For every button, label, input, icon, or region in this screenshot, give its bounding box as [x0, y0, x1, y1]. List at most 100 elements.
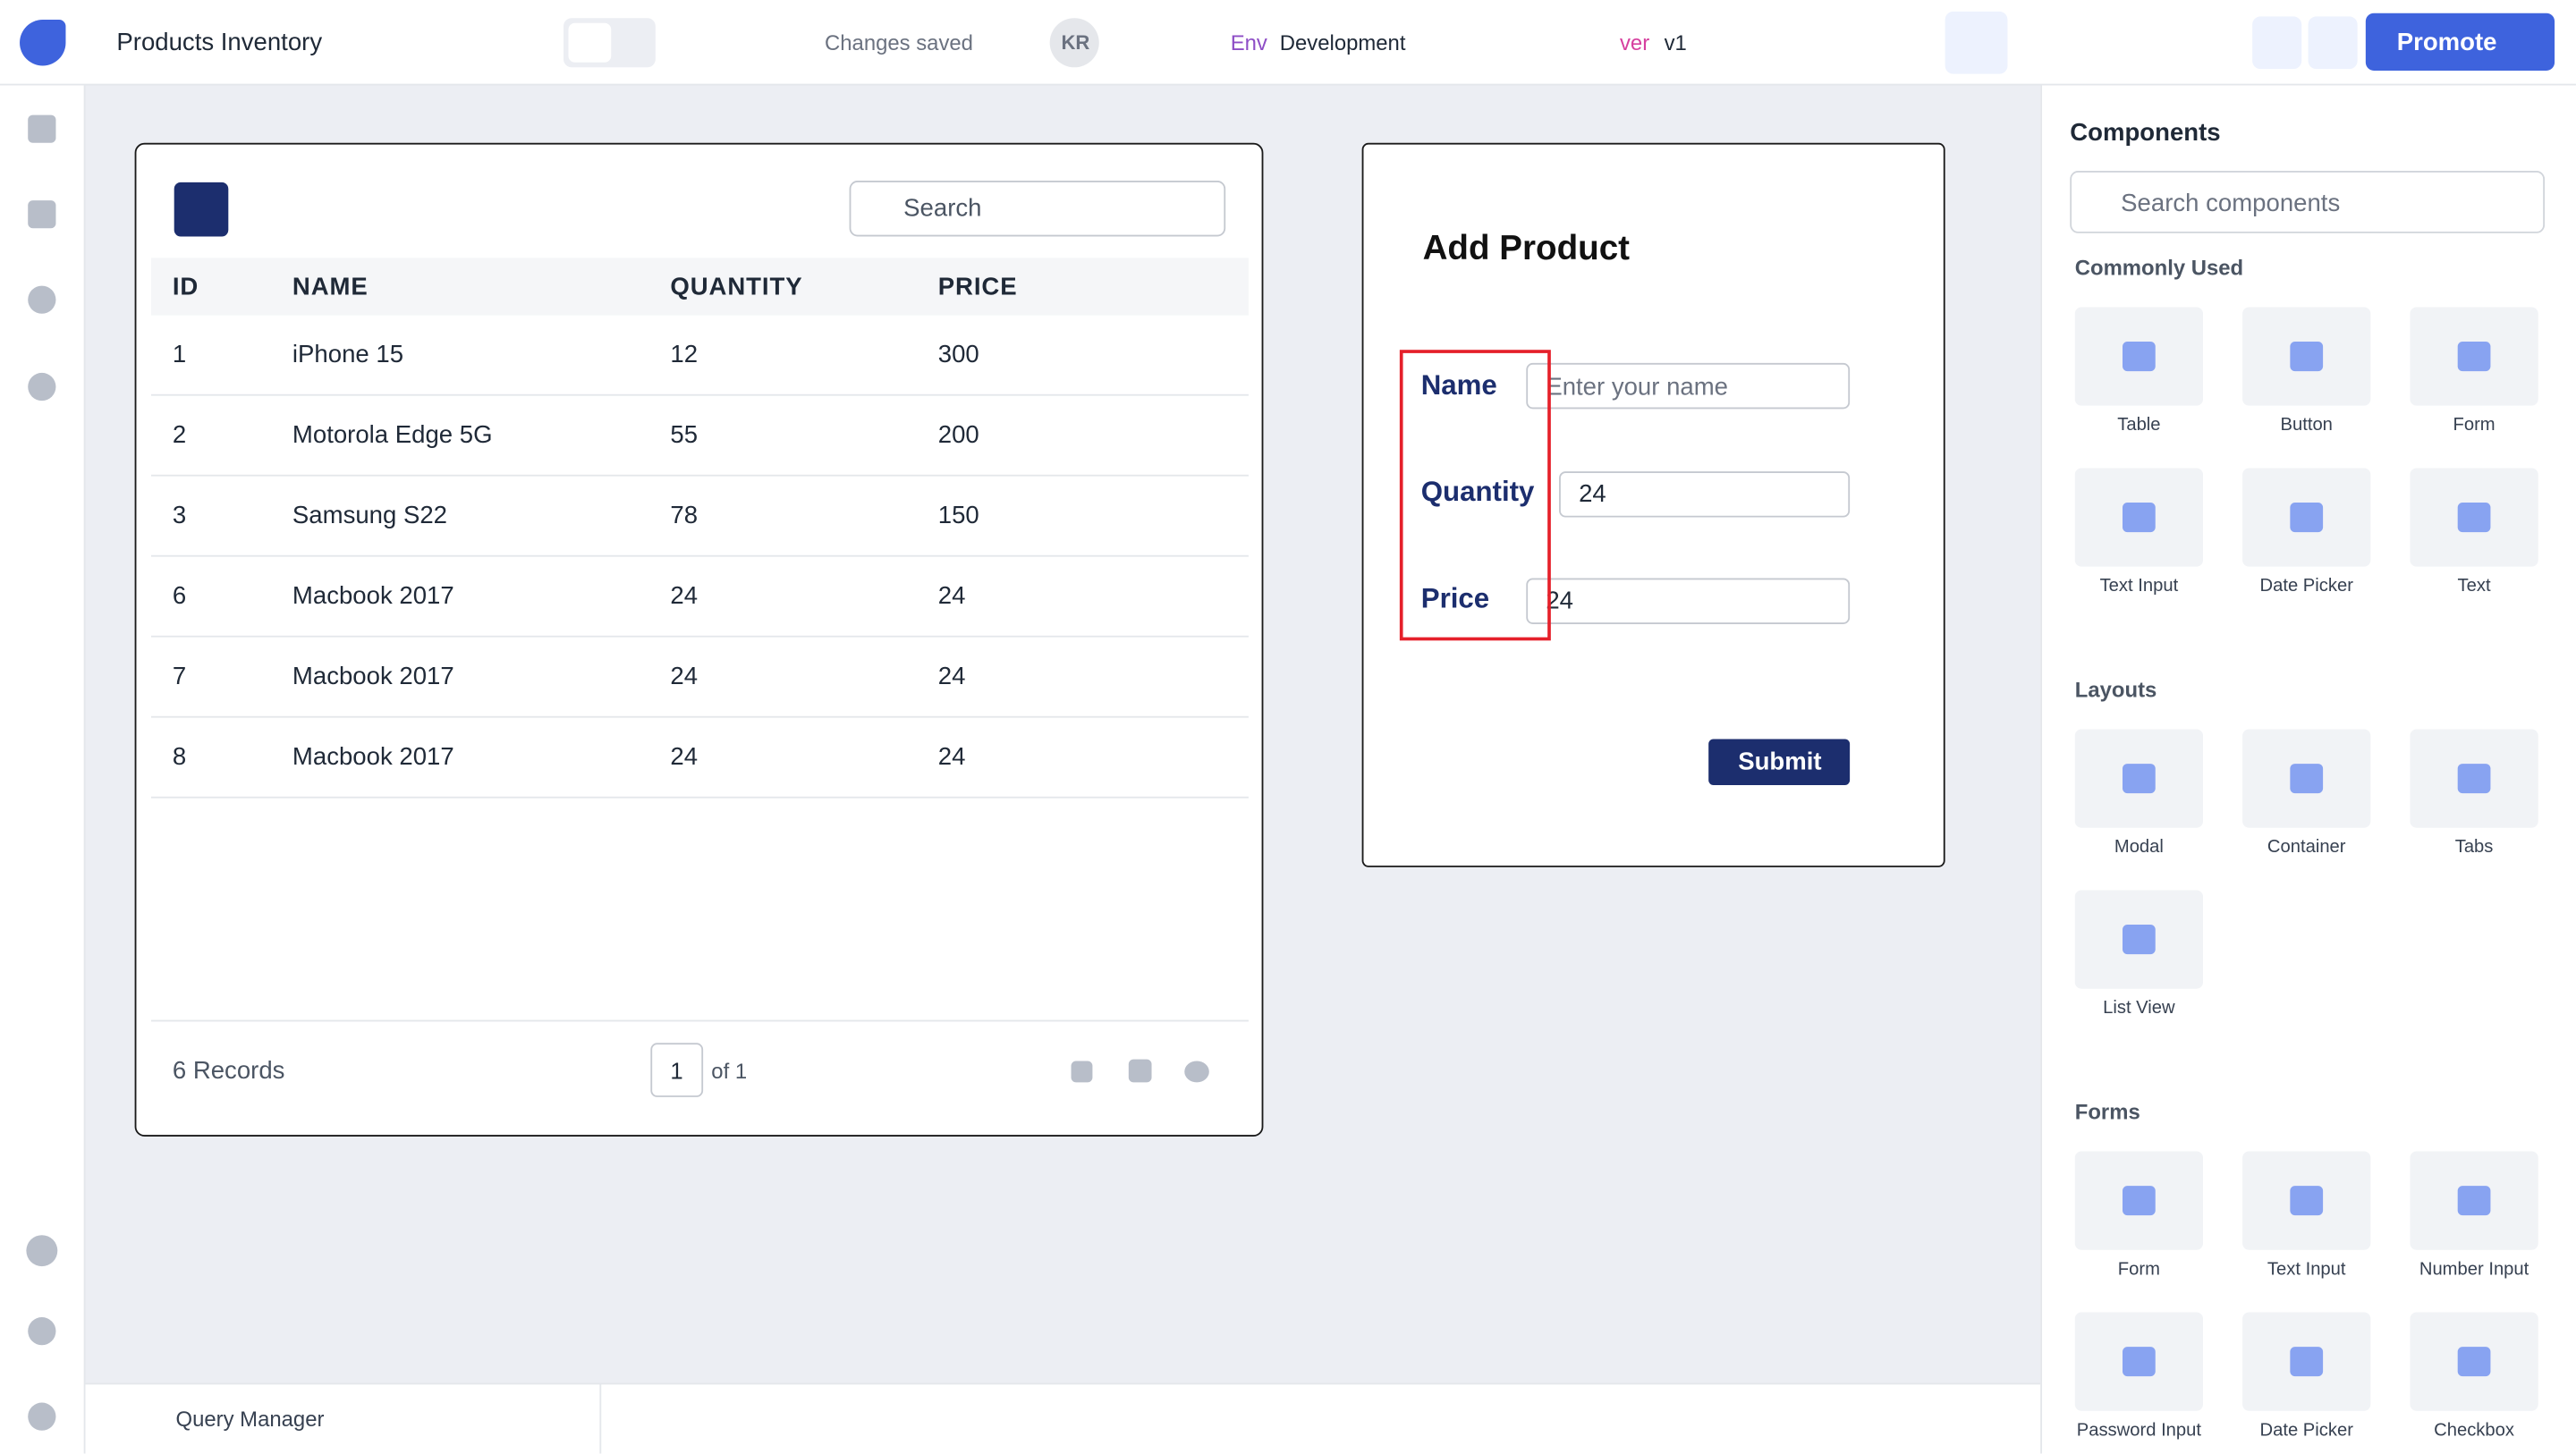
table-cell: 55 — [670, 421, 699, 450]
column-header[interactable]: NAME — [292, 273, 369, 302]
logo[interactable] — [20, 20, 66, 66]
sidebar-chat[interactable] — [28, 1317, 56, 1346]
component-icon — [2457, 503, 2491, 533]
component-icon — [2290, 1347, 2324, 1377]
app-name: Products Inventory — [116, 29, 323, 57]
table-cell: 200 — [937, 421, 979, 450]
query-manager-divider — [599, 1382, 602, 1454]
component-icon — [2290, 1186, 2324, 1216]
promote-button[interactable] — [2365, 13, 2555, 71]
component-label: Date Picker — [2259, 1420, 2353, 1441]
price-input[interactable] — [1526, 578, 1851, 624]
column-header[interactable]: QUANTITY — [670, 273, 803, 302]
table-cell: Motorola Edge 5G — [292, 421, 493, 450]
submit-button[interactable] — [1708, 739, 1851, 785]
quantity-input[interactable] — [1559, 471, 1851, 518]
component-label: Modal — [2114, 837, 2164, 858]
section-title: Layouts — [2074, 677, 2157, 703]
page-input[interactable] — [650, 1043, 704, 1097]
submit-text: Submit — [1738, 748, 1822, 776]
form-title: Add Product — [1422, 230, 1631, 268]
sync-button[interactable] — [1945, 11, 2008, 74]
table-header — [150, 258, 1249, 316]
records-count: 6 Records — [172, 1056, 285, 1086]
field-label: Name — [1420, 369, 1497, 402]
name-placeholder: Enter your name — [1546, 373, 1729, 402]
table-cell: 24 — [937, 663, 966, 691]
sidebar-support[interactable] — [26, 1235, 58, 1267]
component-label: Form — [2453, 415, 2496, 435]
table-cell: 24 — [937, 582, 966, 611]
sidebar-theme[interactable] — [28, 1402, 56, 1431]
add-row[interactable] — [1071, 1061, 1093, 1083]
component-icon — [2290, 764, 2324, 794]
component-label: List View — [2103, 998, 2175, 1019]
highlight-box — [1399, 350, 1551, 641]
sidebar-inspector[interactable] — [28, 200, 56, 229]
row-divider — [150, 393, 1249, 396]
table-cell: 3 — [172, 502, 187, 530]
table-cell: 24 — [670, 582, 699, 611]
components-search[interactable] — [2070, 171, 2546, 233]
table-cell: 24 — [937, 743, 966, 772]
avatar-initials: KR — [1061, 30, 1090, 55]
table-cell: Macbook 2017 — [292, 743, 454, 772]
filter-button[interactable] — [174, 182, 229, 237]
page-total: of 1 — [711, 1058, 748, 1084]
preview-button[interactable] — [2308, 16, 2358, 70]
table-cell: Macbook 2017 — [292, 582, 454, 611]
components-search-placeholder: Search components — [2121, 190, 2341, 218]
component-label: Tabs — [2454, 837, 2494, 858]
component-icon — [2123, 925, 2156, 955]
component-icon — [2123, 1347, 2156, 1377]
version-value[interactable]: v1 — [1664, 30, 1687, 55]
query-manager-bar — [85, 1382, 2041, 1454]
row-divider — [150, 715, 1249, 718]
component-label: Password Input — [2076, 1420, 2202, 1441]
table-cell: 78 — [670, 502, 699, 530]
desktop-toggle[interactable] — [568, 22, 612, 63]
component-label: Number Input — [2419, 1259, 2529, 1280]
component-label: Checkbox — [2434, 1420, 2514, 1441]
table-search[interactable] — [849, 181, 1226, 237]
component-label: Text — [2457, 576, 2491, 596]
share-button[interactable] — [2252, 16, 2302, 70]
table-cell: Samsung S22 — [292, 502, 448, 530]
sidebar-settings[interactable] — [28, 372, 56, 402]
sidebar-debugger[interactable] — [28, 285, 56, 314]
table-cell: 150 — [937, 502, 979, 530]
table-search-placeholder: Search — [903, 194, 982, 223]
table-cell: 24 — [670, 743, 699, 772]
query-manager[interactable]: Query Manager — [175, 1407, 325, 1432]
table-footer-line — [150, 1019, 1249, 1022]
env-label: Env — [1230, 30, 1267, 55]
component-icon — [2290, 503, 2324, 533]
name-input[interactable] — [1526, 362, 1851, 410]
component-icon — [2123, 503, 2156, 533]
component-icon — [2457, 764, 2491, 794]
avatar[interactable] — [1049, 18, 1099, 68]
table-cell: 8 — [172, 743, 187, 772]
component-icon — [2457, 1347, 2491, 1377]
component-label: Table — [2117, 415, 2161, 435]
table-cell: 24 — [670, 663, 699, 691]
table-cell: 7 — [172, 663, 187, 691]
version-label: ver — [1619, 30, 1650, 55]
top-bar — [0, 0, 2576, 86]
field-label: Price — [1420, 583, 1490, 614]
page-number: 1 — [670, 1057, 683, 1085]
row-divider — [150, 796, 1249, 799]
component-label: Text Input — [2267, 1259, 2346, 1280]
column-visibility[interactable] — [1184, 1061, 1209, 1083]
component-icon — [2457, 342, 2491, 372]
env-value[interactable]: Development — [1279, 30, 1406, 55]
column-header[interactable]: ID — [172, 273, 199, 302]
table-cell: 12 — [670, 341, 699, 369]
component-label: Button — [2280, 415, 2333, 435]
field-label: Quantity — [1420, 476, 1535, 508]
download[interactable] — [1128, 1059, 1152, 1083]
component-icon — [2123, 1186, 2156, 1216]
sidebar-pages[interactable] — [28, 114, 56, 143]
row-divider — [150, 554, 1249, 557]
column-header[interactable]: PRICE — [937, 273, 1018, 302]
